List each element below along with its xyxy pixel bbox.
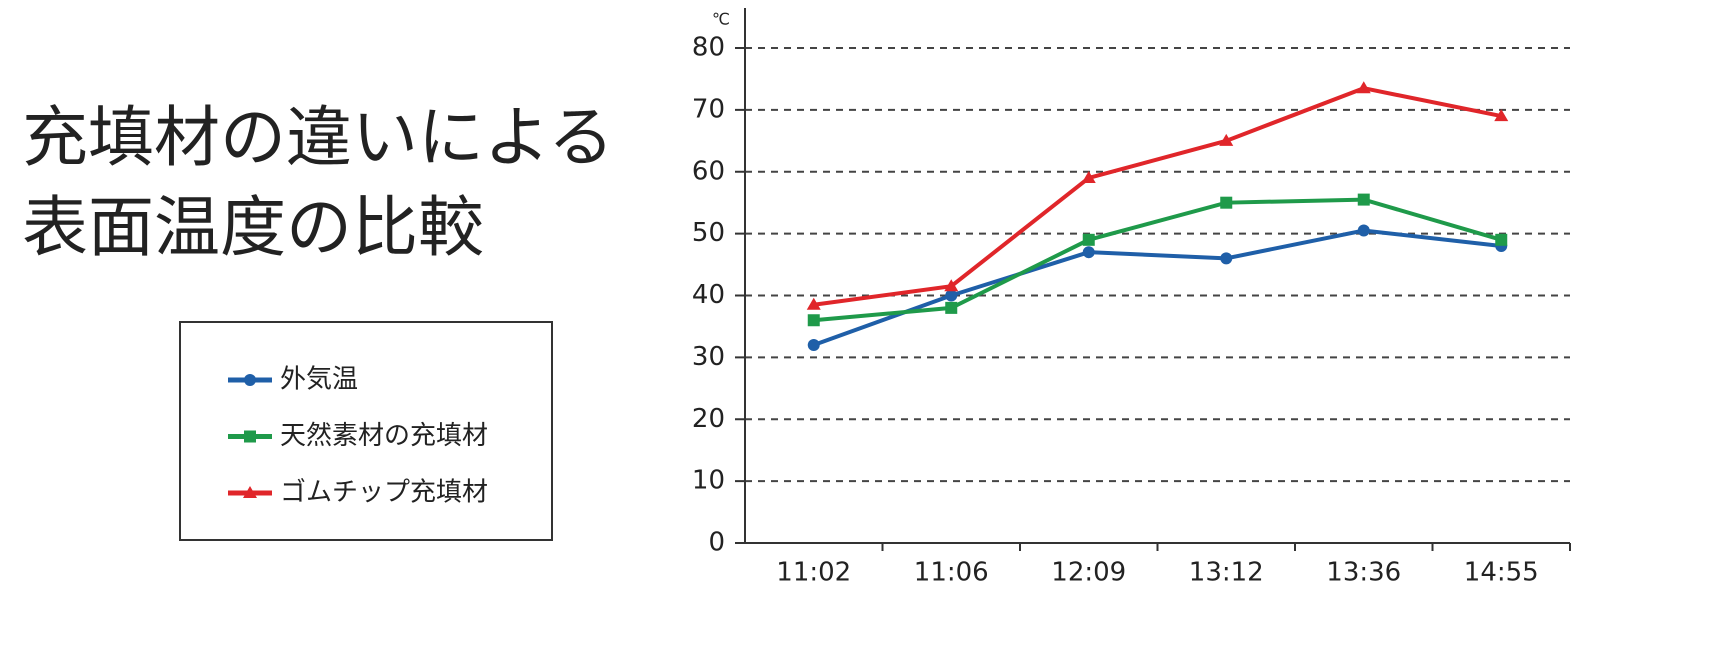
y-tick-label: 20 bbox=[692, 404, 725, 434]
legend-marker bbox=[243, 486, 257, 498]
point bbox=[1357, 193, 1370, 206]
x-tick-label: 11:06 bbox=[914, 558, 989, 588]
point bbox=[945, 289, 958, 302]
legend-marker bbox=[244, 374, 256, 386]
x-tick-label: 12:09 bbox=[1051, 558, 1126, 588]
x-tick-label: 13:36 bbox=[1326, 558, 1401, 588]
point bbox=[807, 314, 820, 327]
series-line bbox=[813, 86, 1502, 307]
legend-marker bbox=[244, 430, 256, 443]
point bbox=[1082, 233, 1095, 246]
y-tick-label: 0 bbox=[708, 528, 725, 558]
point bbox=[806, 297, 821, 310]
point bbox=[807, 339, 820, 351]
point bbox=[1356, 81, 1371, 94]
point bbox=[944, 279, 959, 292]
point bbox=[1220, 252, 1233, 265]
y-tick-label: 40 bbox=[692, 280, 725, 310]
legend-box bbox=[179, 321, 553, 541]
point bbox=[1219, 133, 1234, 146]
x-tick-label: 14:55 bbox=[1464, 558, 1539, 588]
y-tick-label: 70 bbox=[692, 94, 725, 124]
y-tick-label: 30 bbox=[692, 342, 725, 372]
y-tick-label: 10 bbox=[692, 466, 725, 496]
point bbox=[1357, 224, 1370, 237]
series-line bbox=[813, 197, 1502, 323]
x-tick-label: 13:12 bbox=[1189, 558, 1264, 588]
legend-label: 天然素材の充填材 bbox=[280, 421, 488, 451]
y-tick-label: 50 bbox=[692, 218, 725, 248]
legend-label: 外気温 bbox=[280, 365, 358, 395]
point bbox=[1495, 233, 1508, 246]
point bbox=[1494, 109, 1509, 122]
x-tick-label: 11:02 bbox=[776, 558, 851, 588]
chart-title: 充填材の違いによる bbox=[22, 99, 614, 176]
chart-title: 表面温度の比較 bbox=[22, 189, 484, 266]
y-tick-label: 80 bbox=[692, 33, 725, 63]
point bbox=[1081, 170, 1096, 183]
series-line bbox=[813, 228, 1502, 347]
point bbox=[1220, 196, 1233, 209]
point bbox=[1082, 246, 1095, 259]
legend-label: ゴムチップ充填材 bbox=[280, 478, 488, 508]
point bbox=[945, 301, 958, 314]
y-tick-label: 60 bbox=[692, 156, 725, 186]
y-axis-label: ℃ bbox=[712, 10, 730, 29]
